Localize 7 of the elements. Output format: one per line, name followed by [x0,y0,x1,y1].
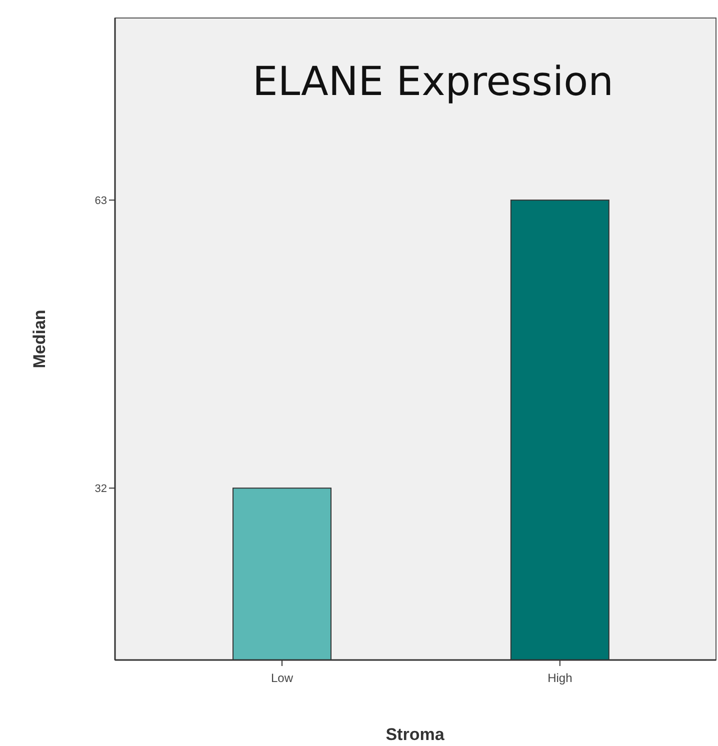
x-tick-label: Low [270,671,294,685]
x-tick-label: High [548,671,572,685]
text: ELANE Expression [252,59,614,105]
y-tick-label: 32 [94,482,107,495]
x-axis-title: Stroma [386,725,445,744]
y-tick-label: 63 [94,194,107,207]
y-axis-title: Median [30,310,49,368]
